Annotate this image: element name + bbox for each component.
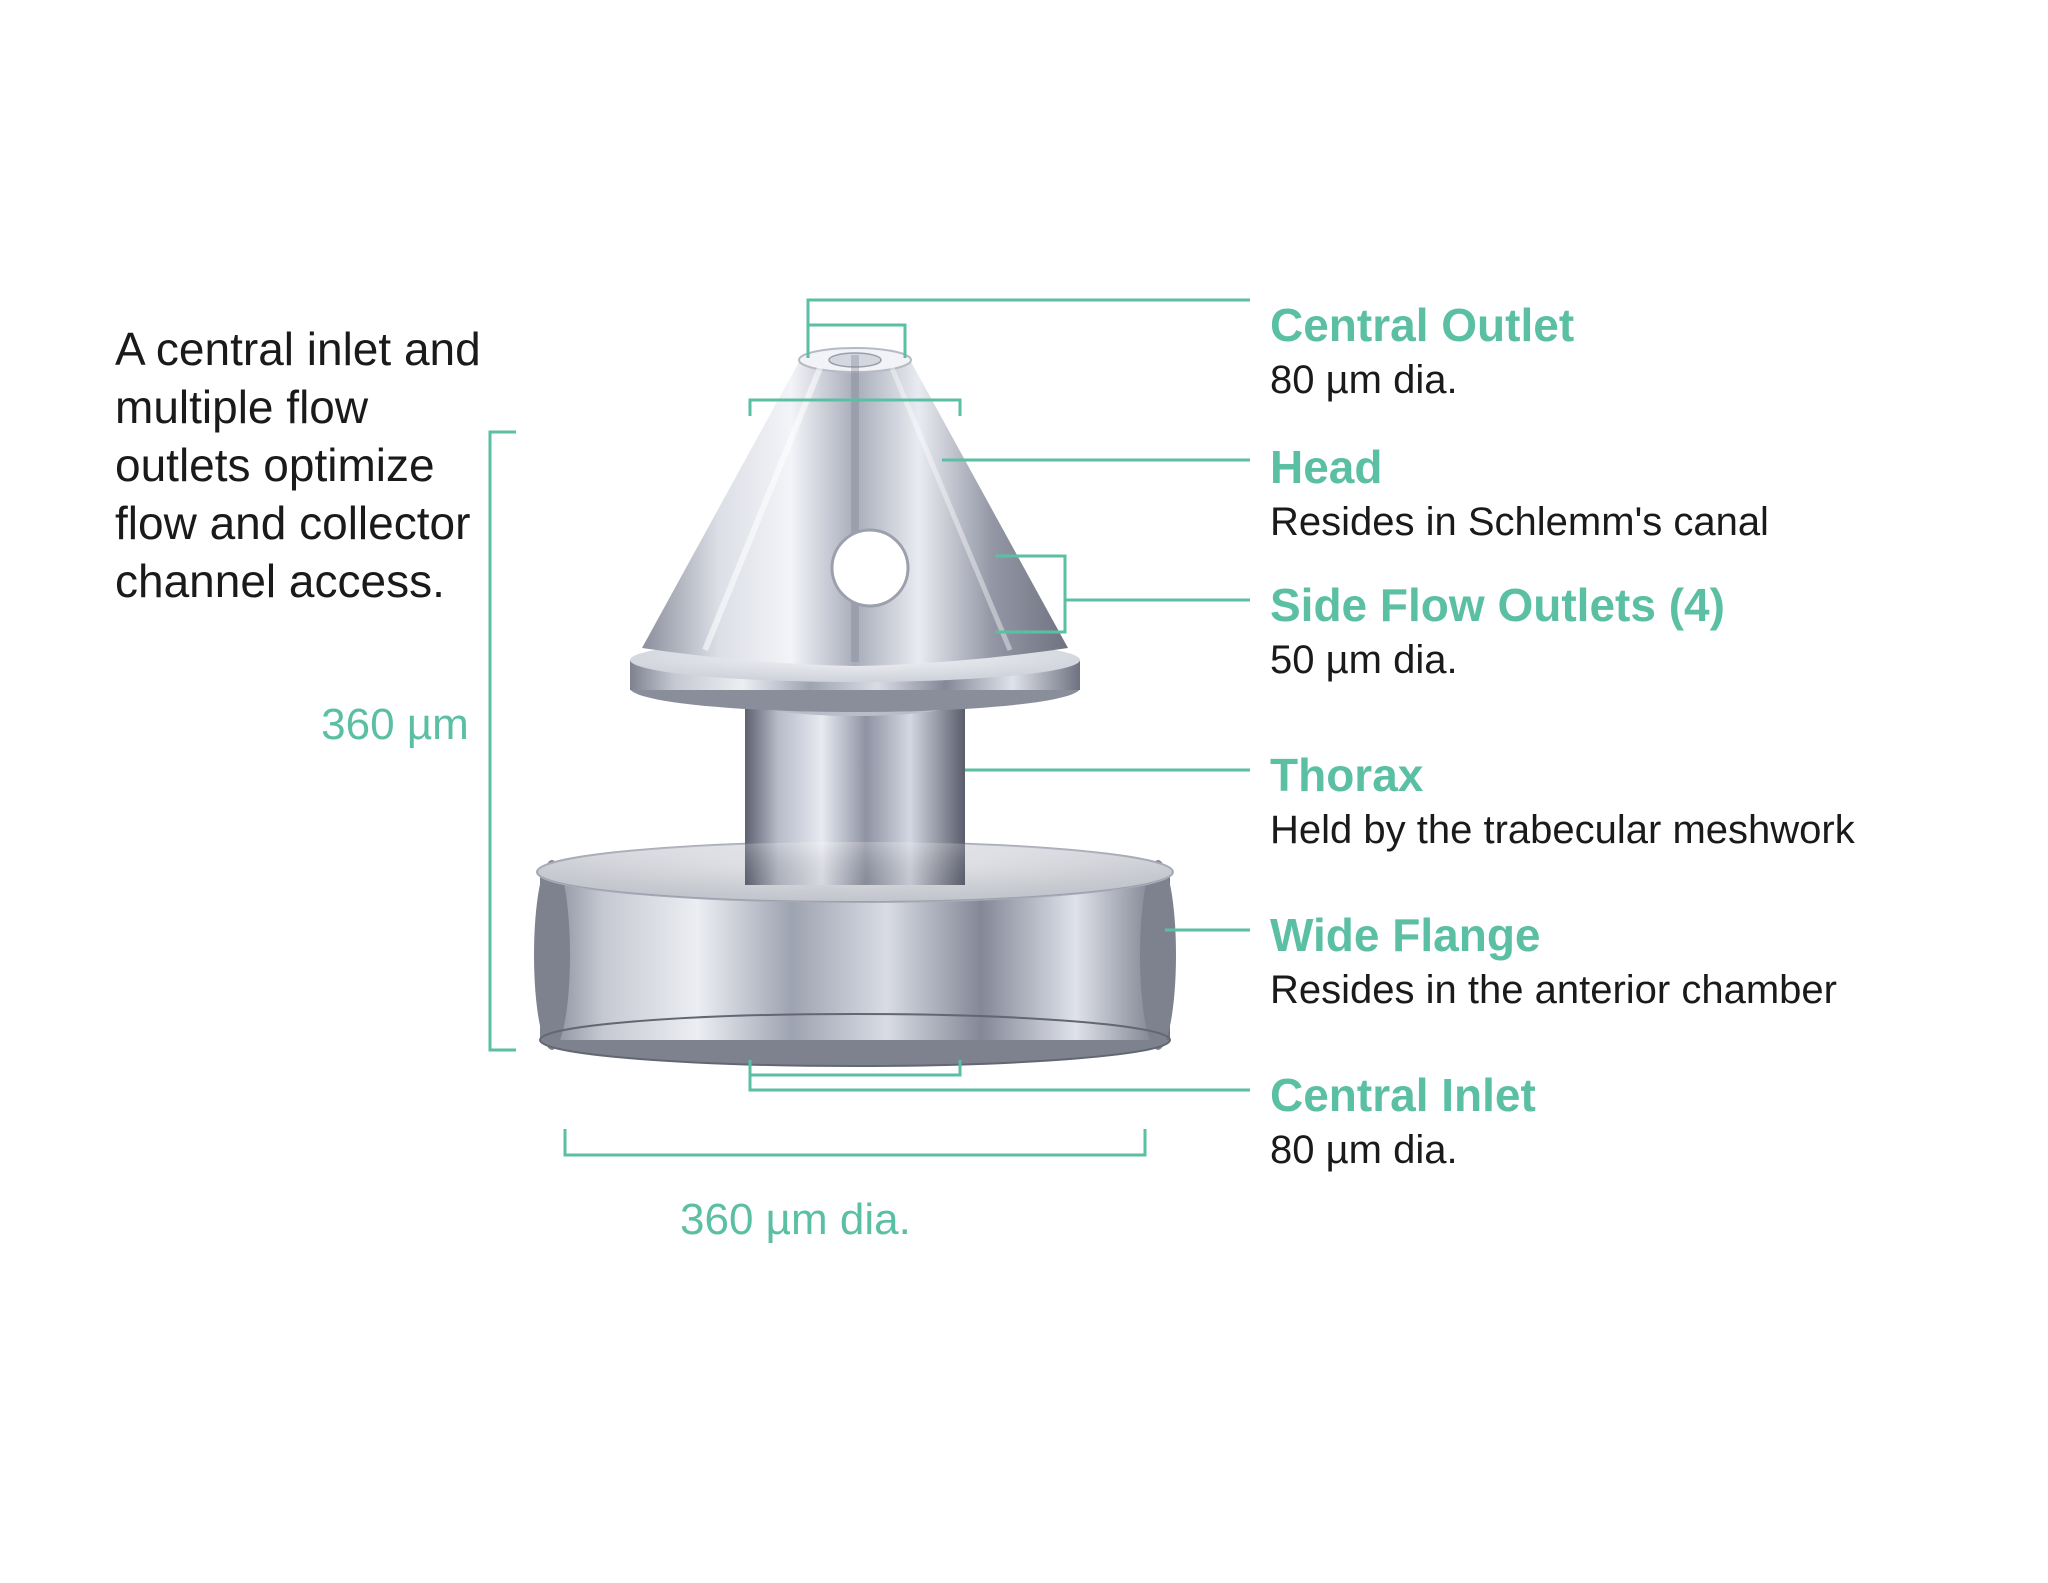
device-flange — [534, 842, 1176, 1066]
callout-central-inlet: Central Inlet 80 µm dia. — [1270, 1068, 1536, 1173]
callout-thorax: Thorax Held by the trabecular meshwork — [1270, 748, 1855, 853]
dimension-width-label: 360 µm dia. — [680, 1195, 911, 1245]
description-text: A central inlet and multiple flow outlet… — [115, 320, 505, 610]
callout-sub: Held by the trabecular meshwork — [1270, 808, 1855, 853]
device-thorax — [745, 684, 965, 885]
callout-title: Head — [1270, 440, 1769, 494]
callout-head: Head Resides in Schlemm's canal — [1270, 440, 1769, 545]
callout-sub: Resides in Schlemm's canal — [1270, 500, 1769, 545]
callout-wide-flange: Wide Flange Resides in the anterior cham… — [1270, 908, 1837, 1013]
callout-sub: 80 µm dia. — [1270, 358, 1574, 403]
callout-title: Central Outlet — [1270, 298, 1574, 352]
dimension-height-label: 360 µm — [321, 700, 469, 750]
callout-sub: 50 µm dia. — [1270, 638, 1725, 683]
callout-title: Thorax — [1270, 748, 1855, 802]
callout-sub: 80 µm dia. — [1270, 1128, 1536, 1173]
device-head — [642, 348, 1068, 666]
callout-side-outlets: Side Flow Outlets (4) 50 µm dia. — [1270, 578, 1725, 683]
callout-title: Wide Flange — [1270, 908, 1837, 962]
callout-title: Side Flow Outlets (4) — [1270, 578, 1725, 632]
callout-title: Central Inlet — [1270, 1068, 1536, 1122]
device-side-outlet — [832, 530, 908, 606]
device-head-rim — [630, 638, 1080, 712]
callout-central-outlet: Central Outlet 80 µm dia. — [1270, 298, 1574, 403]
callout-sub: Resides in the anterior chamber — [1270, 968, 1837, 1013]
